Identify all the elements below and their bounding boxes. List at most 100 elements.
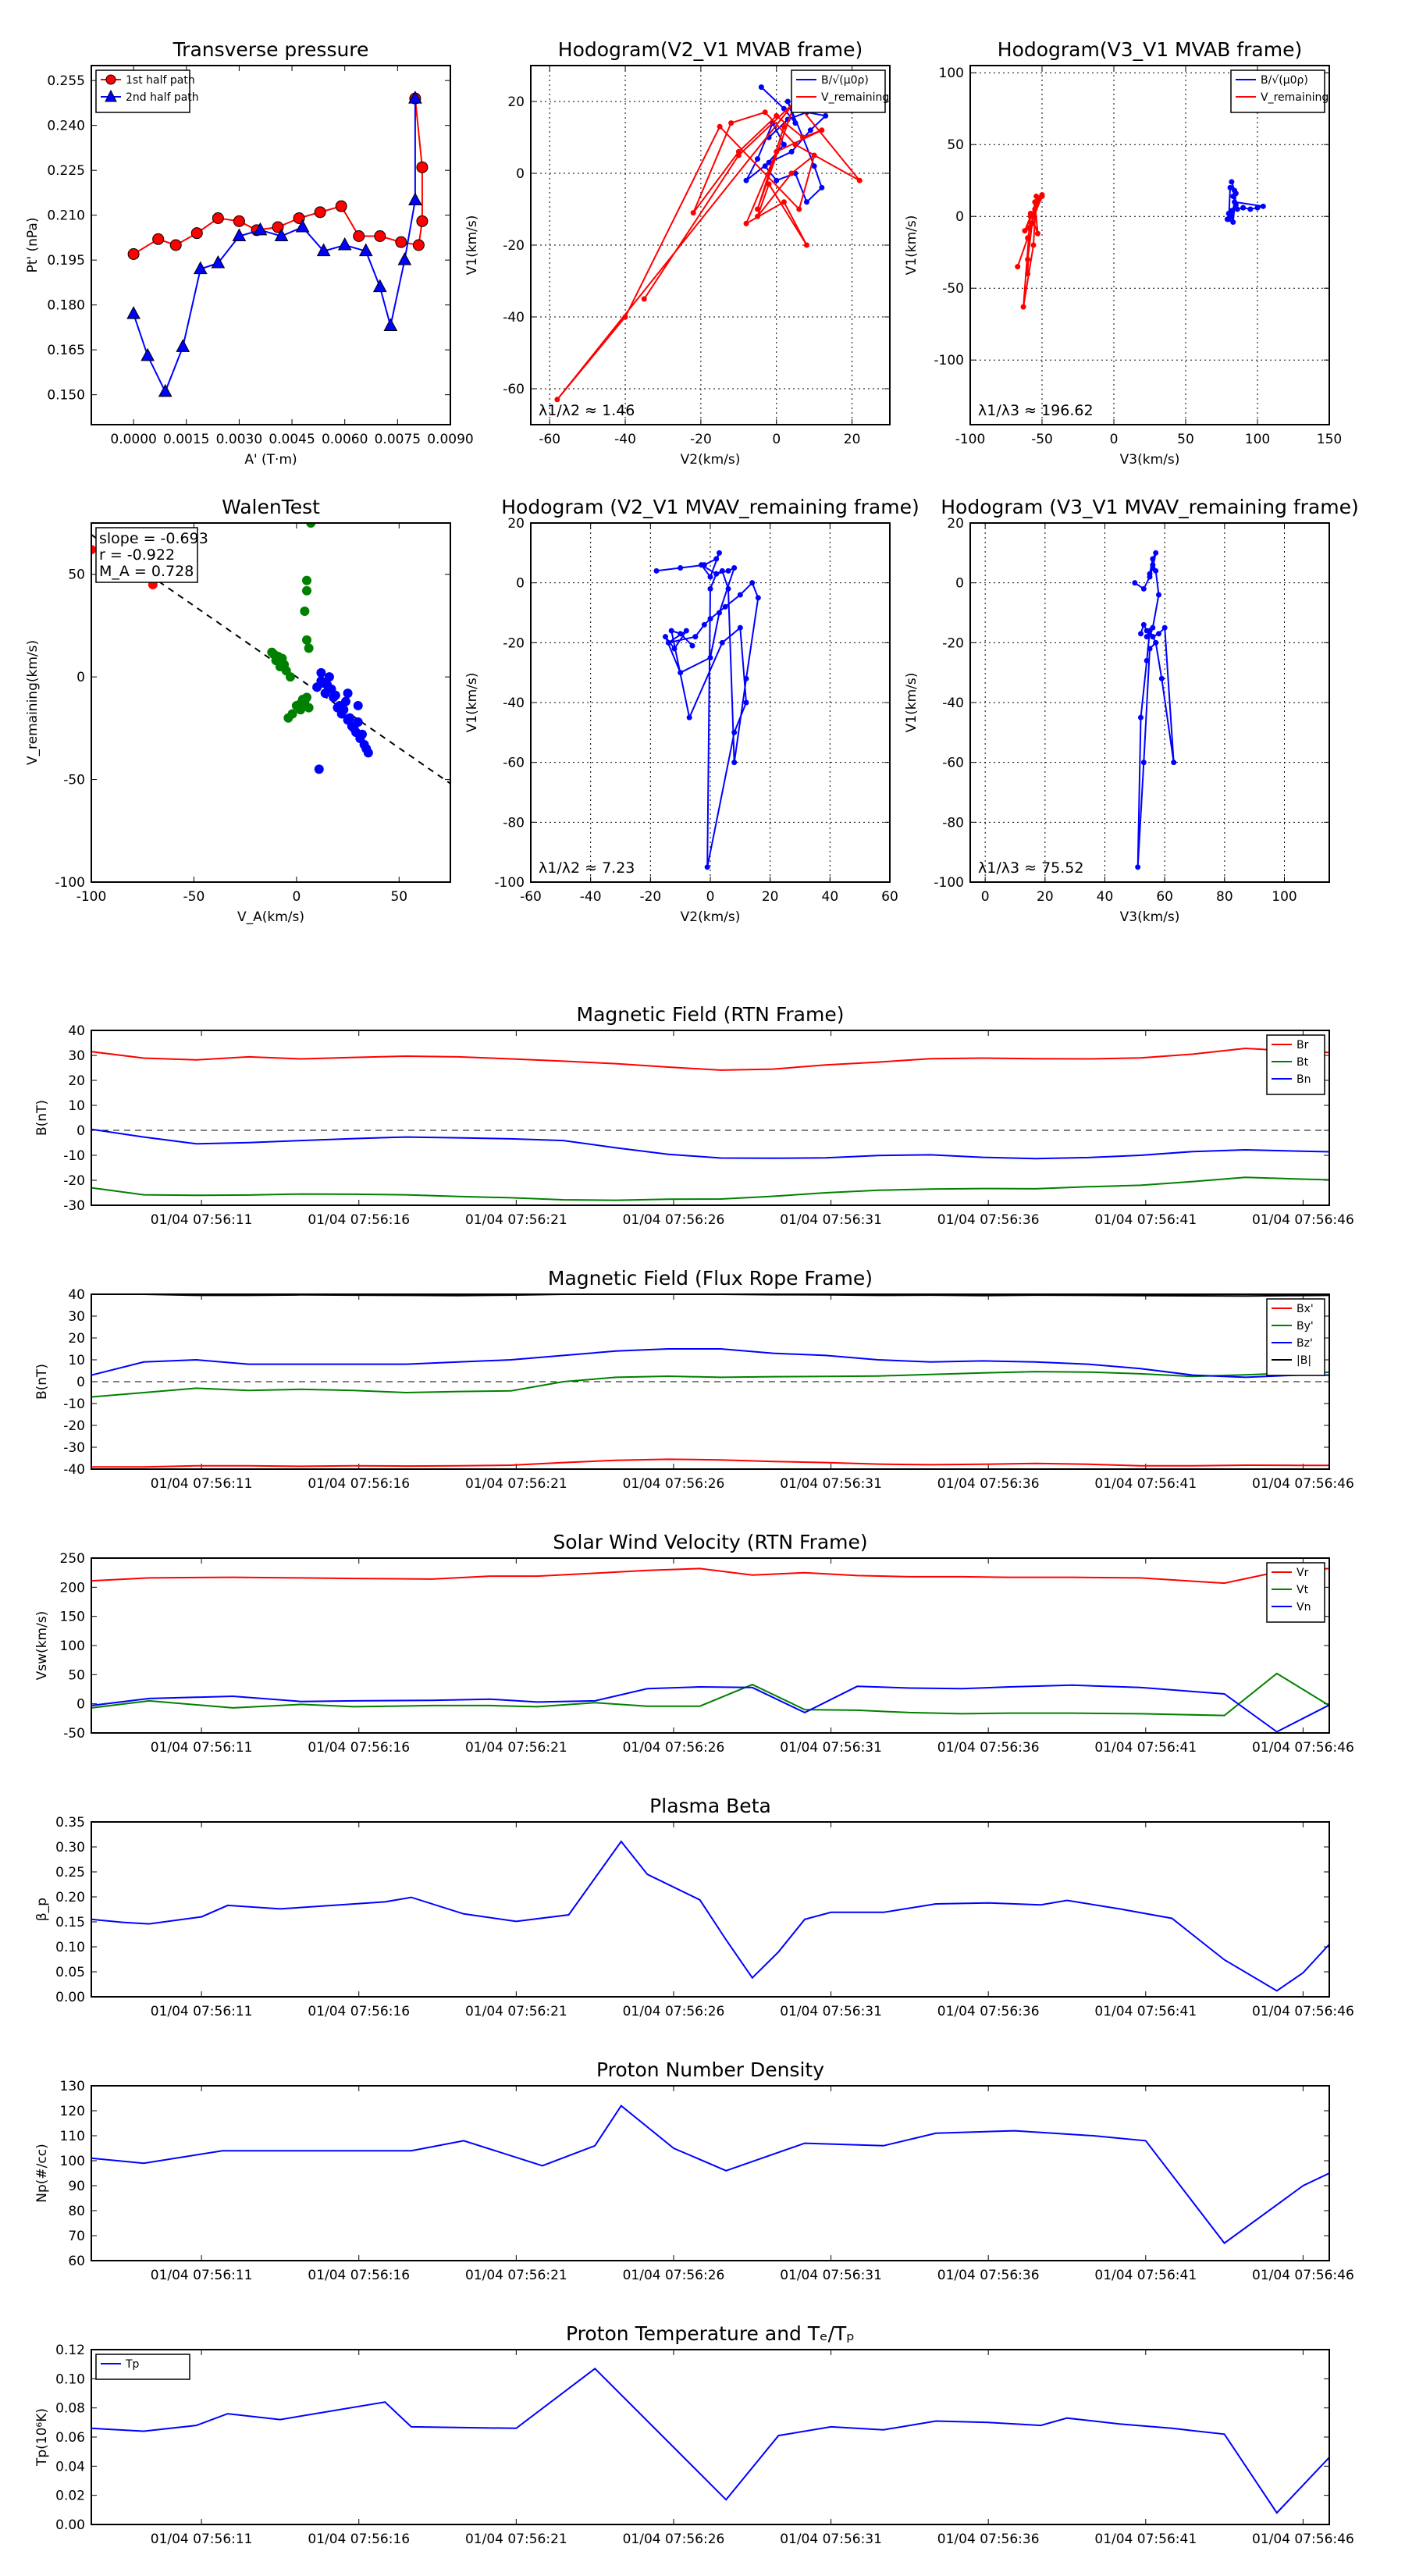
plot-frame — [530, 65, 891, 425]
y-axis-label: B(nT) — [34, 1364, 50, 1400]
transverse-pressure-chart: Transverse pressure 0.0000 0.0015 0.0030 0.0… — [25, 38, 474, 468]
plot-area — [91, 1567, 1329, 1733]
data-point — [766, 181, 772, 187]
x-tick-label: 01/04 07:56:16 — [308, 1212, 410, 1228]
data-point — [1140, 621, 1147, 628]
x-tick-label: 01/04 07:56:46 — [1252, 1740, 1354, 1756]
chart-title: Transverse pressure — [173, 38, 369, 61]
x-tick-label: -50 — [1031, 432, 1053, 447]
data-point — [641, 296, 647, 302]
data-point — [678, 631, 684, 637]
data-point — [678, 565, 684, 571]
y-tick-label: -50 — [942, 281, 964, 297]
x-tick-label: 01/04 07:56:21 — [465, 2268, 567, 2283]
data-point — [316, 667, 326, 678]
legend-label: By' — [1297, 1320, 1314, 1332]
hodogram-v2-v1-mvab-chart: Hodogram(V2_V1 MVAB frame) -60 -40 -20 0 20 -6… — [464, 38, 891, 468]
legend-label: 1st half path — [126, 74, 195, 87]
data-point — [766, 159, 772, 165]
x-axis-label: V2(km/s) — [681, 452, 741, 468]
data-point — [353, 700, 363, 710]
data-point — [1153, 568, 1159, 574]
data-point — [127, 248, 140, 260]
chart-title: Hodogram(V3_V1 MVAB frame) — [998, 38, 1302, 61]
data-point — [296, 705, 306, 715]
y-tick-label: 100 — [60, 2154, 85, 2169]
x-tick-label: 01/04 07:56:11 — [151, 1476, 253, 1492]
legend-label: V_remaining — [1261, 91, 1329, 104]
x-tick-label: 20 — [844, 432, 861, 447]
y-tick-label: 0.05 — [55, 1965, 85, 1980]
x-tick-label: 80 — [1216, 889, 1233, 905]
legend-box — [1266, 1298, 1325, 1376]
data-point — [722, 603, 728, 610]
x-tick-label: 0.0060 — [322, 432, 368, 447]
legend-label: 2nd half path — [126, 91, 199, 104]
y-tick-label: 30 — [68, 1048, 85, 1064]
data-point — [1171, 760, 1177, 766]
plot-frame — [530, 522, 891, 883]
eigenvalue-ratio-annotation: λ1/λ2 ≈ 7.23 — [539, 859, 635, 877]
x-tick-label: 01/04 07:56:26 — [623, 2532, 725, 2547]
data-point — [1027, 211, 1033, 217]
y-tick-label: 50 — [68, 1667, 85, 1683]
x-tick-label: 01/04 07:56:31 — [780, 2532, 882, 2547]
y-tick-label: 80 — [68, 2204, 85, 2219]
data-point — [717, 550, 722, 556]
data-point — [719, 639, 725, 646]
data-point — [856, 177, 863, 183]
data-point — [1025, 256, 1031, 262]
data-point — [758, 84, 764, 91]
data-point — [304, 703, 314, 713]
legend-label: V_remaining — [821, 91, 889, 104]
data-point — [683, 628, 689, 634]
data-point — [169, 239, 182, 251]
y-tick-label: 200 — [60, 1580, 85, 1596]
y-tick-label: -20 — [503, 635, 525, 651]
plot-frame — [969, 522, 1330, 883]
data-point — [781, 141, 787, 148]
x-tick-label: 01/04 07:56:31 — [780, 2004, 882, 2019]
x-tick-label: 20 — [762, 889, 779, 905]
stats-box — [95, 527, 198, 583]
data-point — [1138, 631, 1144, 637]
data-point — [743, 220, 749, 226]
y-tick-label: 0.12 — [55, 2343, 85, 2358]
data-point — [1225, 216, 1232, 222]
y-axis-label: V1(km/s) — [904, 673, 919, 733]
data-point — [140, 347, 155, 361]
y-tick-label: 40 — [68, 1287, 85, 1303]
y-tick-label: -50 — [63, 773, 85, 788]
series-bx--line — [91, 1458, 1329, 1468]
data-point — [372, 279, 387, 293]
plot-area — [126, 91, 429, 397]
data-point — [1039, 193, 1045, 199]
stats-line: M_A = 0.728 — [99, 563, 194, 580]
x-tick-label: -60 — [520, 889, 542, 905]
x-tick-label: 01/04 07:56:21 — [465, 1212, 567, 1228]
x-tick-label: 01/04 07:56:11 — [151, 2004, 253, 2019]
x-tick-label: 01/04 07:56:16 — [308, 1476, 410, 1492]
x-tick-label: -40 — [580, 889, 602, 905]
data-point — [1247, 206, 1254, 212]
y-tick-label: 250 — [60, 1551, 85, 1567]
y-tick-label: 0.10 — [55, 1940, 85, 1955]
x-tick-label: 01/04 07:56:36 — [937, 2004, 1040, 2019]
legend-label: Tp — [125, 2358, 140, 2371]
data-point — [762, 109, 768, 116]
data-point — [314, 206, 326, 219]
legend-label: Bz' — [1297, 1337, 1313, 1350]
data-point — [707, 616, 713, 622]
x-tick-label: 0 — [981, 889, 990, 905]
data-point — [233, 215, 245, 227]
y-tick-label: -60 — [503, 382, 525, 397]
data-point — [1161, 624, 1168, 631]
x-tick-label: 60 — [1156, 889, 1173, 905]
data-point — [707, 655, 713, 660]
data-point — [1138, 714, 1144, 720]
series-b-line — [1134, 552, 1175, 867]
data-point — [1144, 628, 1150, 634]
x-tick-label: 100 — [1272, 889, 1297, 905]
data-point — [823, 112, 829, 119]
